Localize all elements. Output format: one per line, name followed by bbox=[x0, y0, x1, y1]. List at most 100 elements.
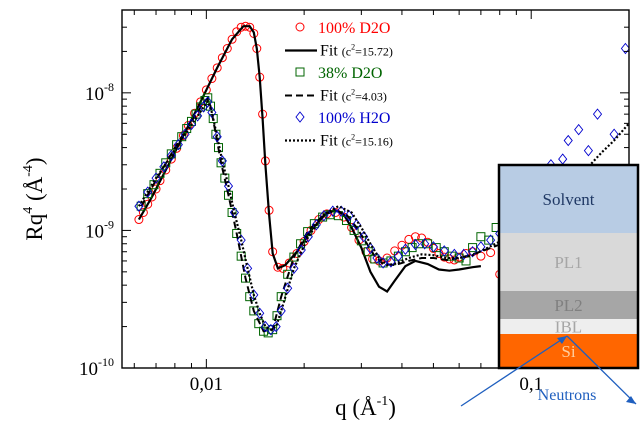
legend-marker bbox=[295, 22, 305, 32]
legend-entry: 38% D2O bbox=[295, 65, 382, 82]
data-point bbox=[484, 235, 494, 245]
y-axis-label: Rq4 (Å-4) bbox=[21, 157, 47, 240]
data-point bbox=[217, 53, 227, 63]
x-tick-label: 0,1 bbox=[519, 374, 543, 395]
fit-line bbox=[137, 98, 629, 331]
data-point bbox=[143, 199, 153, 209]
data-point bbox=[255, 307, 265, 319]
data-point bbox=[400, 243, 410, 255]
data-point bbox=[173, 138, 183, 151]
data-point bbox=[134, 215, 144, 225]
legend-entry: Fit (c2=15.16) bbox=[285, 133, 393, 150]
x-axis-label: q (Å-1) bbox=[335, 394, 396, 420]
data-point bbox=[161, 165, 171, 175]
data-point bbox=[276, 292, 286, 302]
layer-pl1: PL1 bbox=[499, 233, 638, 291]
layer-band bbox=[499, 165, 638, 233]
data-point bbox=[393, 250, 403, 262]
data-point bbox=[180, 128, 190, 140]
data-point bbox=[574, 123, 584, 136]
data-point bbox=[476, 232, 486, 242]
data-point bbox=[161, 158, 171, 168]
data-point bbox=[372, 252, 382, 264]
layer-label: IBL bbox=[555, 318, 582, 337]
series-1 bbox=[134, 21, 520, 302]
legend-label: Fit (c2=4.03) bbox=[320, 88, 387, 105]
data-point bbox=[207, 106, 217, 119]
x-tick-label: 0,01 bbox=[190, 374, 223, 395]
fit-line bbox=[140, 96, 569, 333]
layer-band bbox=[499, 334, 638, 368]
reflected-beam bbox=[566, 335, 637, 405]
data-point bbox=[276, 305, 286, 317]
legend-label: Fit (c2=15.72) bbox=[320, 43, 393, 60]
data-point bbox=[212, 130, 222, 143]
series-4 bbox=[140, 96, 569, 333]
data-point bbox=[232, 27, 242, 37]
arrow-head bbox=[626, 396, 636, 404]
layer-label: Si bbox=[561, 342, 575, 361]
fit-line bbox=[137, 25, 482, 293]
layer-label: Solvent bbox=[543, 190, 595, 209]
data-point bbox=[296, 239, 306, 249]
data-point bbox=[558, 153, 568, 165]
data-point bbox=[166, 149, 176, 162]
data-point bbox=[378, 257, 388, 269]
y-tick-label: 10-10 bbox=[79, 355, 114, 380]
data-point bbox=[260, 320, 270, 333]
series-3 bbox=[136, 93, 521, 338]
legend-marker bbox=[295, 67, 305, 77]
series-5 bbox=[134, 42, 629, 336]
series-group bbox=[134, 21, 629, 338]
data-point bbox=[138, 207, 148, 217]
data-point bbox=[217, 155, 227, 167]
data-point bbox=[414, 239, 424, 249]
inset-frame bbox=[497, 163, 640, 370]
layer-band bbox=[499, 319, 638, 334]
data-point bbox=[583, 144, 593, 157]
data-point bbox=[620, 42, 629, 55]
data-point bbox=[212, 63, 222, 73]
data-point bbox=[207, 74, 217, 84]
data-point bbox=[289, 252, 299, 262]
y-tick-label: 10-9 bbox=[85, 217, 114, 242]
layer-ibl: IBL bbox=[499, 318, 638, 337]
data-point bbox=[439, 245, 449, 257]
data-point bbox=[328, 205, 338, 217]
series-6 bbox=[137, 98, 629, 331]
data-point bbox=[151, 172, 161, 184]
data-point bbox=[227, 34, 237, 44]
data-point bbox=[486, 248, 496, 258]
data-point bbox=[143, 186, 153, 198]
data-point bbox=[449, 248, 459, 261]
incident-beam bbox=[460, 335, 568, 407]
legend-label: 100% D2O bbox=[318, 20, 390, 37]
data-point bbox=[468, 246, 478, 258]
layer-solvent: Solvent bbox=[499, 165, 638, 233]
data-point bbox=[159, 161, 169, 173]
legend-entry: Fit (c2=4.03) bbox=[285, 88, 387, 105]
data-point bbox=[341, 216, 351, 226]
legend-label: 100% H2O bbox=[318, 110, 390, 127]
legend: 100% D2O Fit (c2=15.72) 38% D2O Fit (c2=4.0… bbox=[285, 20, 393, 150]
data-point bbox=[222, 44, 232, 54]
legend-entry: 100% D2O bbox=[295, 20, 390, 37]
layer-structure-inset: Solvent PL1 PL2 IBL Si Neutrons bbox=[460, 163, 640, 407]
data-point bbox=[311, 219, 321, 231]
data-point bbox=[243, 262, 253, 275]
legend-label: Fit (c2=15.16) bbox=[320, 133, 393, 150]
series-2 bbox=[137, 25, 482, 293]
data-point bbox=[289, 262, 299, 275]
legend-label: 38% D2O bbox=[318, 65, 382, 82]
layer-label: PL1 bbox=[554, 253, 582, 272]
data-point bbox=[249, 289, 259, 301]
data-point bbox=[259, 326, 269, 336]
layer-si: Si bbox=[499, 334, 638, 368]
legend-marker bbox=[295, 111, 305, 123]
data-point bbox=[193, 110, 203, 122]
data-point bbox=[236, 234, 246, 246]
neutron-beam: Neutrons bbox=[460, 335, 637, 407]
layer-pl2: PL2 bbox=[499, 291, 638, 319]
data-point bbox=[592, 108, 603, 120]
